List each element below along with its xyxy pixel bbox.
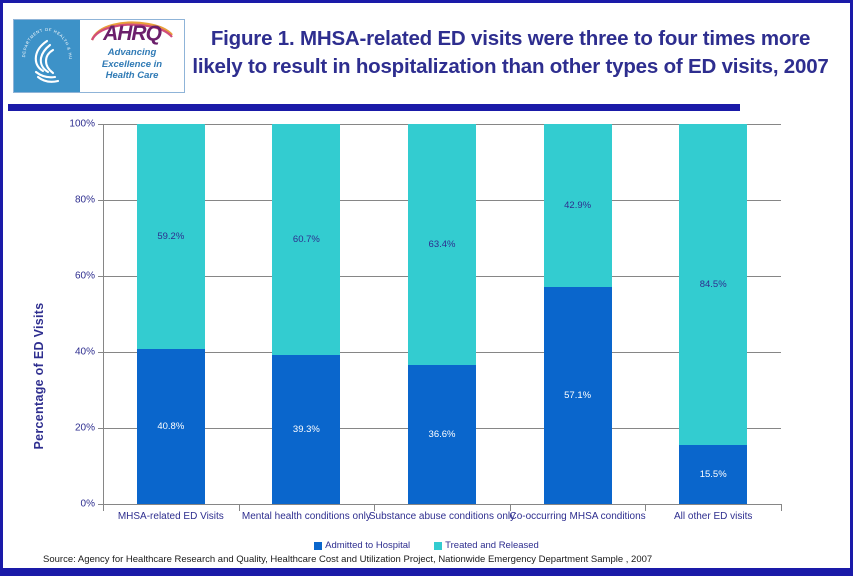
gridline: [103, 504, 781, 505]
bar-segment-admitted[interactable]: 40.8%: [136, 348, 205, 504]
header-divider: [8, 104, 740, 111]
chart-legend: Admitted to Hospital Treated and Released: [3, 540, 850, 551]
footer-divider: [3, 568, 850, 573]
bar-value-label: 84.5%: [699, 279, 727, 291]
y-axis-tick-mark: [98, 504, 103, 505]
figure-title: Figure 1. MHSA-related ED visits were th…: [192, 27, 829, 78]
bar-segment-admitted[interactable]: 36.6%: [408, 364, 476, 504]
bar-value-label: 42.9%: [564, 200, 592, 212]
legend-swatch-icon: [314, 541, 323, 550]
bar-value-label: 40.8%: [157, 420, 185, 432]
bar-segment-admitted[interactable]: 57.1%: [543, 287, 612, 504]
plot-area: 0% 20% 40% 60% 80% 100% 40.8% 59.2% MHSA-related…: [69, 119, 782, 522]
ahrq-wordmark-block: AHRQ Advancing Excellence in Health Care: [80, 20, 184, 92]
y-axis-tick-label: 100%: [69, 118, 95, 130]
ahrq-rainbow-arc-icon: [90, 21, 173, 41]
x-axis-tick-mark: [103, 504, 104, 511]
legend-item[interactable]: Admitted to Hospital: [314, 540, 410, 551]
legend-label: Treated and Released: [445, 540, 539, 551]
bar-segment-admitted[interactable]: 15.5%: [679, 445, 748, 504]
x-axis-category-label: Co-occurring MHSA conditions: [509, 511, 646, 522]
x-axis-category-label: Substance abuse conditions only: [368, 511, 516, 522]
y-axis-line: [103, 124, 104, 504]
bar-column[interactable]: 15.5% 84.5%: [679, 124, 748, 504]
y-axis-title: Percentage of ED Visits: [32, 302, 46, 450]
bar-segment-treated[interactable]: 84.5%: [679, 124, 748, 446]
y-axis-tick-label: 60%: [74, 270, 95, 282]
y-axis-tick-label: 20%: [74, 422, 95, 434]
x-axis-tick-mark: [781, 504, 782, 511]
legend-label: Admitted to Hospital: [325, 540, 411, 551]
ahrq-tagline-line3: Health Care: [105, 70, 159, 81]
bar-column[interactable]: 57.1% 42.9%: [543, 124, 612, 504]
bar-value-label: 59.2%: [157, 230, 185, 242]
y-axis-tick-mark: [98, 428, 103, 429]
chart-container: Percentage of ED Visits 0% 20% 40% 60% 80% 10…: [3, 111, 850, 536]
bar-column[interactable]: 39.3% 60.7%: [272, 124, 341, 504]
bar-segment-treated[interactable]: 60.7%: [272, 124, 341, 355]
figure-header: DEPARTMENT OF HEALTH & HUMAN SERVICES: [3, 3, 850, 99]
ahrq-logo: DEPARTMENT OF HEALTH & HUMAN SERVICES: [13, 19, 185, 93]
bar-segment-treated[interactable]: 59.2%: [136, 124, 205, 349]
y-axis-tick-mark: [98, 124, 103, 125]
bar-value-label: 57.1%: [564, 390, 592, 402]
bar-segment-treated[interactable]: 63.4%: [408, 124, 476, 365]
hhs-eagle-icon: DEPARTMENT OF HEALTH & HUMAN SERVICES: [17, 23, 72, 83]
x-axis-tick-mark: [238, 504, 240, 511]
y-axis-tick-mark: [98, 276, 103, 277]
bar-value-label: 60.7%: [292, 233, 320, 245]
bar-value-label: 15.5%: [699, 469, 727, 481]
bar-segment-admitted[interactable]: 39.3%: [272, 354, 341, 504]
ahrq-tagline: Advancing Excellence in Health Care: [102, 47, 162, 82]
legend-item[interactable]: Treated and Released: [434, 540, 539, 551]
ahrq-text: AHRQ: [103, 22, 162, 45]
x-axis-tick-mark: [645, 504, 647, 511]
y-axis-tick-label: 40%: [74, 346, 95, 358]
hhs-seal-icon: DEPARTMENT OF HEALTH & HUMAN SERVICES: [14, 20, 80, 92]
x-axis-category-label: All other ED visits: [674, 511, 753, 522]
ahrq-tagline-line1: Advancing: [107, 47, 157, 58]
bar-value-label: 36.6%: [428, 428, 456, 440]
bar-column[interactable]: 36.6% 63.4%: [408, 124, 476, 504]
x-axis-tick-mark: [509, 504, 511, 511]
bar-column[interactable]: 40.8% 59.2%: [136, 124, 205, 504]
source-note: Source: Agency for Healthcare Research a…: [43, 554, 653, 565]
legend-swatch-icon: [434, 541, 443, 550]
bar-value-label: 39.3%: [292, 423, 320, 435]
bar-value-label: 63.4%: [428, 238, 456, 250]
x-axis-tick-mark: [374, 504, 376, 511]
x-axis-category-label: MHSA-related ED Visits: [117, 511, 224, 522]
y-axis-tick-mark: [98, 200, 103, 201]
x-axis-category-label: Mental health conditions only: [241, 511, 371, 522]
y-axis-tick-label: 0%: [80, 498, 95, 510]
ahrq-tagline-line2: Excellence in: [101, 58, 163, 70]
bar-segment-treated[interactable]: 42.9%: [543, 124, 612, 288]
y-axis-tick-label: 80%: [74, 194, 95, 206]
y-axis-tick-mark: [98, 352, 103, 353]
